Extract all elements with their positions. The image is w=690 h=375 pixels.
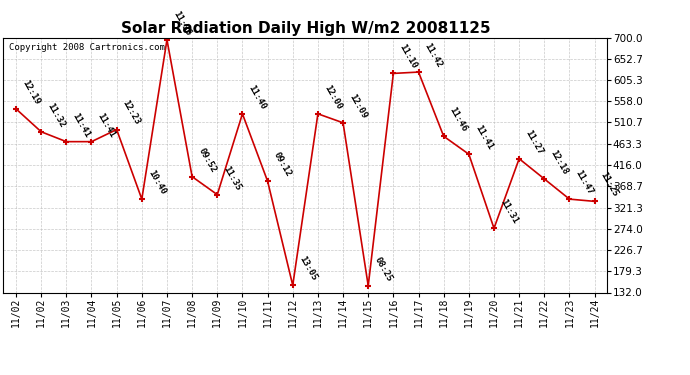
Title: Solar Radiation Daily High W/m2 20081125: Solar Radiation Daily High W/m2 20081125 xyxy=(121,21,490,36)
Text: 09:52: 09:52 xyxy=(196,146,217,174)
Text: 11:36: 11:36 xyxy=(171,9,193,37)
Text: 11:47: 11:47 xyxy=(573,169,595,196)
Text: 11:35: 11:35 xyxy=(221,164,243,192)
Text: 11:46: 11:46 xyxy=(448,106,469,134)
Text: 11:42: 11:42 xyxy=(423,42,444,69)
Text: 10:40: 10:40 xyxy=(146,169,167,196)
Text: 11:31: 11:31 xyxy=(498,198,520,225)
Text: 12:19: 12:19 xyxy=(20,78,41,106)
Text: Copyright 2008 Cartronics.com: Copyright 2008 Cartronics.com xyxy=(10,43,166,52)
Text: 11:41: 11:41 xyxy=(473,124,494,152)
Text: 08:25: 08:25 xyxy=(373,255,393,283)
Text: 12:23: 12:23 xyxy=(121,99,142,127)
Text: 11:27: 11:27 xyxy=(523,128,544,156)
Text: 11:40: 11:40 xyxy=(246,83,268,111)
Text: 12:09: 12:09 xyxy=(347,92,368,120)
Text: 12:18: 12:18 xyxy=(549,148,570,176)
Text: 12:00: 12:00 xyxy=(322,83,344,111)
Text: 11:41: 11:41 xyxy=(70,111,92,139)
Text: 11:32: 11:32 xyxy=(46,101,66,129)
Text: 13:05: 13:05 xyxy=(297,255,318,282)
Text: 11:10: 11:10 xyxy=(397,43,419,70)
Text: 09:12: 09:12 xyxy=(272,151,293,178)
Text: 11:41: 11:41 xyxy=(96,111,117,139)
Text: 11:25: 11:25 xyxy=(599,171,620,199)
